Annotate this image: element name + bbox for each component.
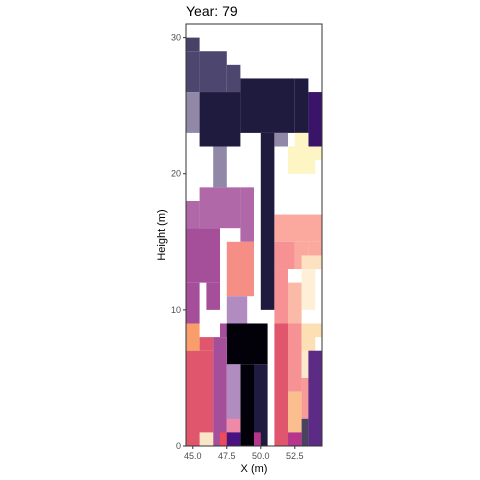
x-axis-title: X (m) — [241, 463, 268, 475]
heatmap-cell-15 — [186, 200, 200, 229]
heatmap-cell-26 — [274, 269, 288, 324]
heatmap-cell-30 — [226, 296, 248, 324]
chart-title: Year: 79 — [186, 3, 238, 19]
heatmap-cell-5 — [199, 92, 241, 147]
heatmap-cell-6 — [240, 78, 295, 133]
y-axis-title: Height (m) — [156, 209, 168, 260]
heatmap-cell-47 — [288, 391, 302, 433]
heatmap-cell-34 — [186, 323, 200, 351]
heatmap-cell-52 — [301, 418, 309, 446]
panel-border — [185, 23, 323, 447]
heatmap-cell-21 — [226, 241, 254, 297]
heatmap-cell-41 — [226, 418, 241, 433]
heatmap-cell-42 — [226, 432, 241, 446]
y-tick-label-3: 30 — [171, 33, 181, 43]
heatmap-cell-14 — [308, 146, 322, 161]
heatmap-cell-28 — [301, 269, 316, 310]
heatmap-cell-38 — [199, 432, 214, 446]
heatmap-cell-3 — [226, 64, 241, 93]
y-tick-label-1: 10 — [171, 305, 181, 315]
heatmap-cell-0 — [186, 37, 200, 52]
heatmap-cell-35 — [186, 350, 214, 446]
heatmap-cell-32 — [226, 323, 268, 365]
x-tick-label-2: 50.0 — [252, 451, 270, 461]
heatmap-cell-44 — [254, 432, 261, 446]
heatmap-cell-53 — [308, 350, 322, 446]
x-tick-label-3: 52.5 — [286, 451, 304, 461]
heatmap-cell-17 — [240, 187, 254, 242]
heatmap-cells — [186, 37, 322, 446]
heatmap-cell-54 — [308, 323, 322, 338]
heatmap-cell-20 — [206, 282, 220, 310]
heatmap-cell-48 — [288, 432, 302, 446]
heatmap-cell-12 — [294, 132, 309, 147]
heatmap-cell-16 — [199, 187, 241, 229]
heatmap-cell-18 — [186, 228, 220, 283]
heatmap-cell-40 — [226, 364, 241, 433]
x-axis: 45.0 47.5 50.0 52.5 — [184, 446, 304, 461]
heatmap-cell-10 — [274, 132, 288, 147]
heatmap-cell-23 — [274, 241, 295, 270]
heatmap-cell-22 — [274, 214, 322, 242]
heatmap-cell-29 — [301, 255, 322, 270]
heatmap-cell-9 — [260, 132, 275, 310]
y-tick-label-0: 0 — [176, 441, 181, 451]
heatmap-cell-7 — [294, 78, 309, 133]
heatmap-cell-27 — [288, 282, 302, 324]
heatmap-cell-43 — [254, 364, 268, 446]
heatmap-cell-19 — [186, 282, 200, 324]
heatmap-cell-33 — [240, 364, 254, 446]
heatmap-cell-4 — [186, 92, 200, 133]
x-tick-label-0: 45.0 — [184, 451, 202, 461]
heatmap-cell-46 — [288, 323, 302, 392]
heatmap-cell-8 — [308, 92, 322, 147]
heatmap-cell-2 — [199, 51, 227, 93]
y-axis: 0 10 20 30 — [171, 33, 186, 451]
heatmap-cell-1 — [186, 51, 200, 93]
heatmap-cell-37 — [213, 337, 227, 446]
heatmap-cell-11 — [213, 146, 227, 188]
heatmap-cell-36 — [199, 337, 214, 351]
y-tick-label-2: 20 — [171, 169, 181, 179]
heatmap-cell-45 — [274, 323, 288, 446]
x-tick-label-1: 47.5 — [218, 451, 236, 461]
